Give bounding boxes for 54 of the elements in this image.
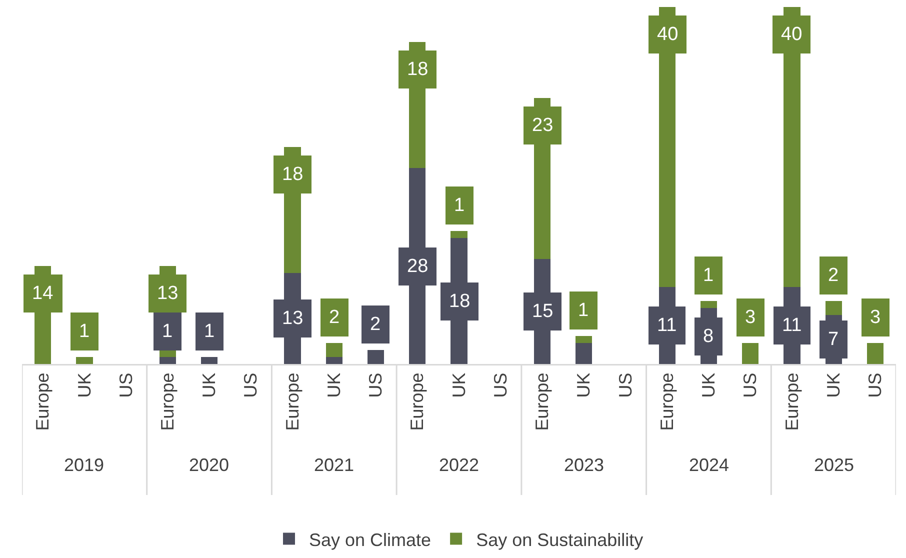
x-tick-label: Europe [407,372,428,431]
x-tick-label: US [740,372,760,398]
data-label: 11 [782,315,802,336]
data-label: 2 [370,314,381,335]
data-label: 40 [781,24,802,45]
text: 2022 [439,455,480,475]
x-tick-label: US [366,372,386,398]
x-tick-label: Europe [32,372,53,431]
x-tick-label: UK [574,372,594,398]
text: 2020 [189,455,230,475]
data-label: 3 [745,307,756,328]
data-label: 2 [329,307,340,328]
legend-label: Say on Sustainability [476,530,644,550]
data-label: 1 [79,321,90,342]
x-tick-label: Europe [656,372,677,431]
x-tick-label: US [240,372,261,398]
data-label: 14 [32,283,54,304]
x-tick-label: Europe [532,372,552,431]
data-label: 15 [532,301,554,322]
text: 2025 [814,455,854,475]
x-tick-label: Europe [282,372,302,431]
data-label: 3 [870,307,881,328]
data-label: 1 [703,265,714,286]
x-tick-label: UK [199,372,220,398]
data-label: 2 [828,265,839,286]
x-tick-label: UK [448,372,469,398]
x-tick-label: UK [74,372,94,398]
data-label: 28 [407,256,428,277]
x-tick-label: Europe [158,372,178,431]
x-tick-label: US [615,372,636,398]
x-tick-label: US [865,372,886,398]
data-label: 40 [657,24,678,45]
data-label: 18 [449,291,470,312]
x-tick-label: US [490,372,510,398]
text: 2019 [64,455,104,475]
x-tick-label: UK [823,372,844,398]
legend-label: Say on Climate [309,530,432,550]
data-label: 11 [657,315,677,336]
data-label: 13 [282,308,304,329]
data-label: 13 [157,283,178,304]
x-tick-label: US [116,372,136,398]
data-label: 23 [532,115,554,136]
x-tick-label: Europe [782,372,802,431]
text: 2021 [314,455,354,475]
text: 2024 [689,455,730,475]
data-label: 18 [407,59,428,80]
data-label: 1 [204,321,215,342]
data-label: 1 [162,321,173,342]
text: 2023 [564,455,604,475]
x-tick-label: UK [324,372,344,398]
data-label: 1 [454,195,465,216]
data-label: 1 [578,300,589,321]
data-label: 18 [282,164,304,185]
x-tick-label: UK [698,372,719,398]
